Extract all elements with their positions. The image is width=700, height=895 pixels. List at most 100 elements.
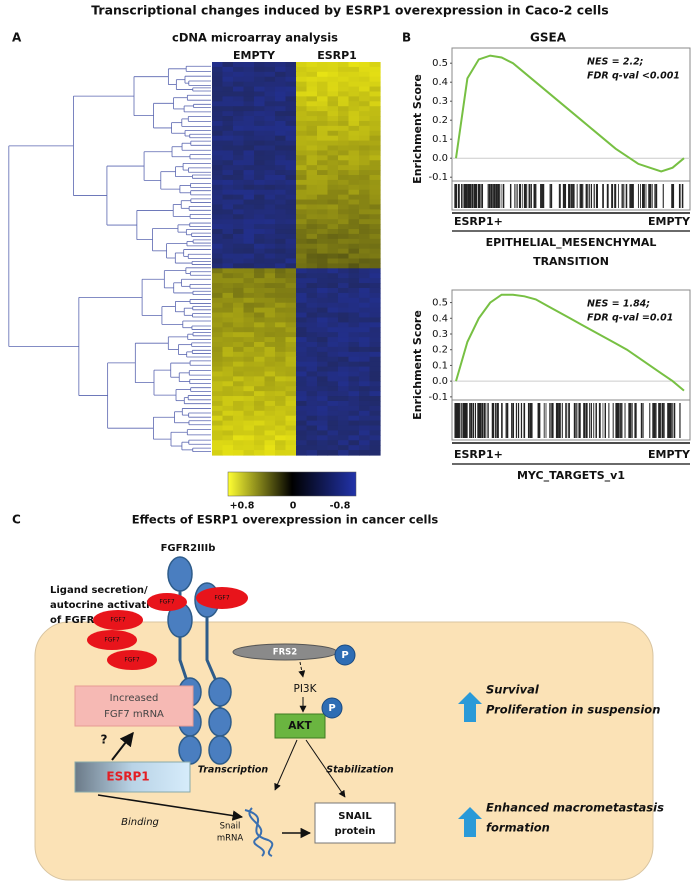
heatmap-cell <box>306 440 318 446</box>
heatmap-cell <box>348 81 360 88</box>
panel-title: Effects of ESRP1 overexpression in cance… <box>132 513 439 527</box>
heatmap-cell <box>212 361 224 368</box>
heatmap-cell <box>275 376 287 382</box>
heatmap-cell <box>369 386 381 392</box>
heatmap-cell <box>317 337 329 343</box>
heatmap-cell <box>233 81 245 88</box>
ligand-label: FGF7 <box>110 617 126 624</box>
heatmap-cell <box>327 194 339 201</box>
heatmap-cell <box>317 125 329 132</box>
heatmap-cell <box>264 76 276 83</box>
heatmap-cell <box>306 307 318 314</box>
heatmap-cell <box>348 356 360 363</box>
heatmap-cell <box>264 440 276 446</box>
heatmap-cell <box>285 66 297 73</box>
heatmap-cell <box>359 366 371 373</box>
heatmap-cell <box>327 155 339 161</box>
heatmap-cell <box>359 111 371 117</box>
heatmap-cell <box>359 450 371 456</box>
end-label: ESRP1+ <box>454 215 503 228</box>
y-tick-label: 0.1 <box>432 360 448 371</box>
heatmap-cell <box>327 140 339 147</box>
heatmap-cell <box>359 219 371 225</box>
heatmap-cell <box>296 381 308 387</box>
heatmap-cell <box>317 302 329 309</box>
heatmap-cell <box>285 440 297 446</box>
heatmap-cell <box>285 337 297 343</box>
heatmap-cell <box>275 145 287 152</box>
heatmap-cell <box>306 410 318 417</box>
heatmap-cell <box>264 400 276 407</box>
heatmap-cell <box>317 366 329 373</box>
heatmap-cell <box>233 71 245 78</box>
heatmap-cell <box>212 283 224 289</box>
heatmap-cell <box>369 219 381 225</box>
heatmap-cell <box>275 268 287 274</box>
heatmap-cell <box>327 440 339 446</box>
heatmap-cell <box>243 405 255 412</box>
y-tick-label: 0.1 <box>432 134 448 145</box>
heatmap-cell <box>275 302 287 309</box>
heatmap-cell <box>222 184 234 191</box>
heatmap-cell <box>306 233 318 240</box>
heatmap-cell <box>264 135 276 142</box>
heatmap-cell <box>317 415 329 422</box>
heatmap-cell <box>359 346 371 353</box>
heatmap-cell <box>285 120 297 127</box>
heatmap-cell <box>306 165 318 171</box>
heatmap-cell <box>296 376 308 382</box>
heatmap-cell <box>285 292 297 299</box>
heatmap-cell <box>327 386 339 392</box>
heatmap-cell <box>348 342 360 348</box>
heatmap-cell <box>264 327 276 333</box>
heatmap-cell <box>233 224 245 230</box>
heatmap-cell <box>369 140 381 147</box>
phospho-label: P <box>341 650 348 661</box>
heatmap-cell <box>369 351 381 358</box>
heatmap-cell <box>212 248 224 255</box>
heatmap-cell <box>296 179 308 186</box>
heatmap-cell <box>254 263 266 269</box>
heatmap-cell <box>243 312 255 319</box>
heatmap-cell <box>359 66 371 73</box>
heatmap-cell <box>243 371 255 377</box>
ligand <box>87 587 248 670</box>
heatmap-cell <box>296 96 308 102</box>
heatmap-cell <box>306 219 318 225</box>
heatmap-cell <box>369 116 381 122</box>
akt <box>274 713 326 739</box>
heatmap-cell <box>296 351 308 358</box>
heatmap-cell <box>359 174 371 181</box>
heatmap-cell <box>306 445 318 451</box>
heatmap-cell <box>348 366 360 373</box>
heatmap-cell <box>317 174 329 181</box>
heatmap-cell <box>359 209 371 215</box>
heatmap-cell <box>243 224 255 230</box>
heatmap-cell <box>317 81 329 88</box>
heatmap-cell <box>338 91 350 97</box>
heatmap-cell <box>348 297 360 304</box>
ligand-labels: FGF7 FGF7 FGF7 FGF7 FGF7 <box>104 595 230 664</box>
heatmap-cell <box>264 307 276 314</box>
heatmap-cell <box>212 233 224 240</box>
heatmap-cell <box>296 356 308 363</box>
heatmap-cell <box>348 140 360 147</box>
heatmap-cell <box>327 376 339 382</box>
heatmap-cell <box>285 376 297 382</box>
heatmap-cell <box>222 287 234 294</box>
heatmap-cell <box>275 425 287 432</box>
heatmap-cell <box>327 450 339 456</box>
heatmap-cell <box>348 184 360 191</box>
heatmap-cell <box>317 86 329 93</box>
heatmap-cell <box>285 111 297 117</box>
heatmap-cell <box>222 381 234 387</box>
heatmap-cell <box>327 445 339 451</box>
heatmap-cell <box>275 194 287 201</box>
heatmap-cell <box>338 317 350 323</box>
column-label: ESRP1 <box>317 49 357 62</box>
heatmap-cell <box>233 425 245 432</box>
heatmap-cell <box>296 189 308 196</box>
heatmap-cell <box>212 101 224 107</box>
heatmap-cell <box>296 292 308 299</box>
heatmap-cell <box>212 238 224 245</box>
